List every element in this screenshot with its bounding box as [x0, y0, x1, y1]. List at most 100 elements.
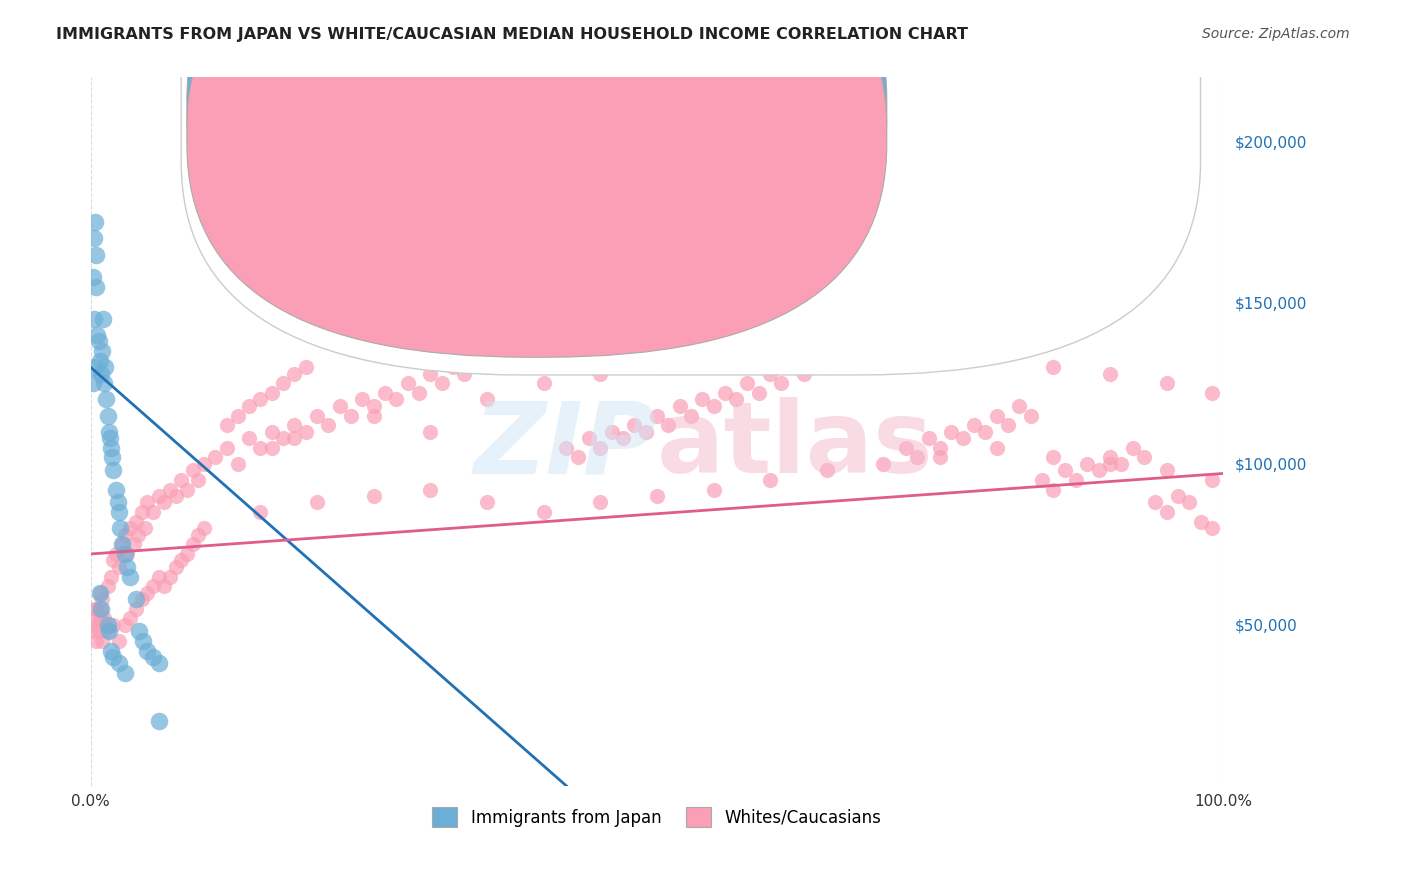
Point — [120, 569, 142, 583]
Point — [645, 409, 668, 423]
Point — [91, 592, 114, 607]
Point — [96, 392, 118, 407]
Point — [294, 425, 316, 439]
Point — [464, 353, 486, 368]
Point — [153, 495, 176, 509]
Point — [187, 473, 209, 487]
Point — [114, 666, 136, 681]
Point — [170, 473, 193, 487]
Point — [1031, 473, 1053, 487]
Point — [114, 617, 136, 632]
Point — [679, 409, 702, 423]
Point — [1008, 399, 1031, 413]
Point — [83, 611, 105, 625]
Point — [148, 569, 170, 583]
Point — [1201, 473, 1223, 487]
Point — [148, 489, 170, 503]
Point — [385, 392, 408, 407]
Point — [759, 344, 782, 359]
Point — [918, 431, 941, 445]
Point — [589, 441, 612, 455]
Point — [136, 495, 159, 509]
Point — [1087, 463, 1109, 477]
Point — [101, 450, 124, 465]
Point — [142, 650, 165, 665]
Point — [98, 431, 121, 445]
Point — [193, 457, 215, 471]
Point — [725, 392, 748, 407]
Point — [872, 328, 894, 343]
Point — [107, 495, 129, 509]
Point — [193, 521, 215, 535]
Point — [352, 392, 374, 407]
Point — [657, 418, 679, 433]
Point — [82, 624, 104, 639]
Point — [759, 473, 782, 487]
Point — [498, 353, 520, 368]
Point — [100, 441, 122, 455]
Point — [702, 399, 724, 413]
Point — [97, 425, 120, 439]
Point — [104, 483, 127, 497]
Point — [1178, 495, 1201, 509]
Point — [97, 624, 120, 639]
FancyBboxPatch shape — [181, 0, 1201, 375]
Text: ZIP: ZIP — [474, 397, 657, 494]
Point — [142, 505, 165, 519]
Point — [120, 521, 142, 535]
Point — [872, 457, 894, 471]
Point — [838, 353, 860, 368]
Point — [623, 418, 645, 433]
Point — [165, 489, 187, 503]
Point — [815, 463, 838, 477]
Point — [142, 579, 165, 593]
Y-axis label: Median Household Income: Median Household Income — [31, 330, 45, 533]
Point — [1076, 457, 1098, 471]
Point — [1156, 376, 1178, 391]
Point — [84, 360, 107, 375]
Point — [159, 483, 181, 497]
Legend: Immigrants from Japan, Whites/Caucasians: Immigrants from Japan, Whites/Caucasians — [426, 800, 889, 834]
Point — [419, 425, 441, 439]
Point — [134, 521, 156, 535]
Point — [283, 431, 305, 445]
Point — [419, 367, 441, 381]
Point — [132, 633, 155, 648]
Point — [97, 624, 120, 639]
Point — [1053, 463, 1076, 477]
Text: Source: ZipAtlas.com: Source: ZipAtlas.com — [1202, 27, 1350, 41]
Point — [759, 367, 782, 381]
Point — [148, 657, 170, 671]
Point — [159, 569, 181, 583]
Point — [238, 399, 260, 413]
Point — [115, 547, 138, 561]
Point — [170, 553, 193, 567]
Point — [238, 431, 260, 445]
Point — [793, 367, 815, 381]
Point — [125, 601, 148, 615]
Point — [419, 483, 441, 497]
Point — [114, 527, 136, 541]
Point — [176, 547, 198, 561]
Point — [363, 399, 385, 413]
Point — [114, 547, 136, 561]
Point — [215, 418, 238, 433]
Point — [941, 425, 963, 439]
Point — [249, 392, 271, 407]
Point — [702, 483, 724, 497]
Point — [1201, 521, 1223, 535]
Point — [249, 441, 271, 455]
Point — [108, 505, 131, 519]
Point — [860, 344, 883, 359]
Point — [533, 328, 555, 343]
Point — [136, 585, 159, 599]
Point — [804, 353, 827, 368]
Point — [363, 489, 385, 503]
Point — [1201, 386, 1223, 401]
Text: IMMIGRANTS FROM JAPAN VS WHITE/CAUCASIAN MEDIAN HOUSEHOLD INCOME CORRELATION CHA: IMMIGRANTS FROM JAPAN VS WHITE/CAUCASIAN… — [56, 27, 969, 42]
Point — [894, 441, 917, 455]
Point — [111, 537, 134, 551]
Point — [89, 585, 111, 599]
Point — [97, 617, 120, 632]
Point — [125, 592, 148, 607]
